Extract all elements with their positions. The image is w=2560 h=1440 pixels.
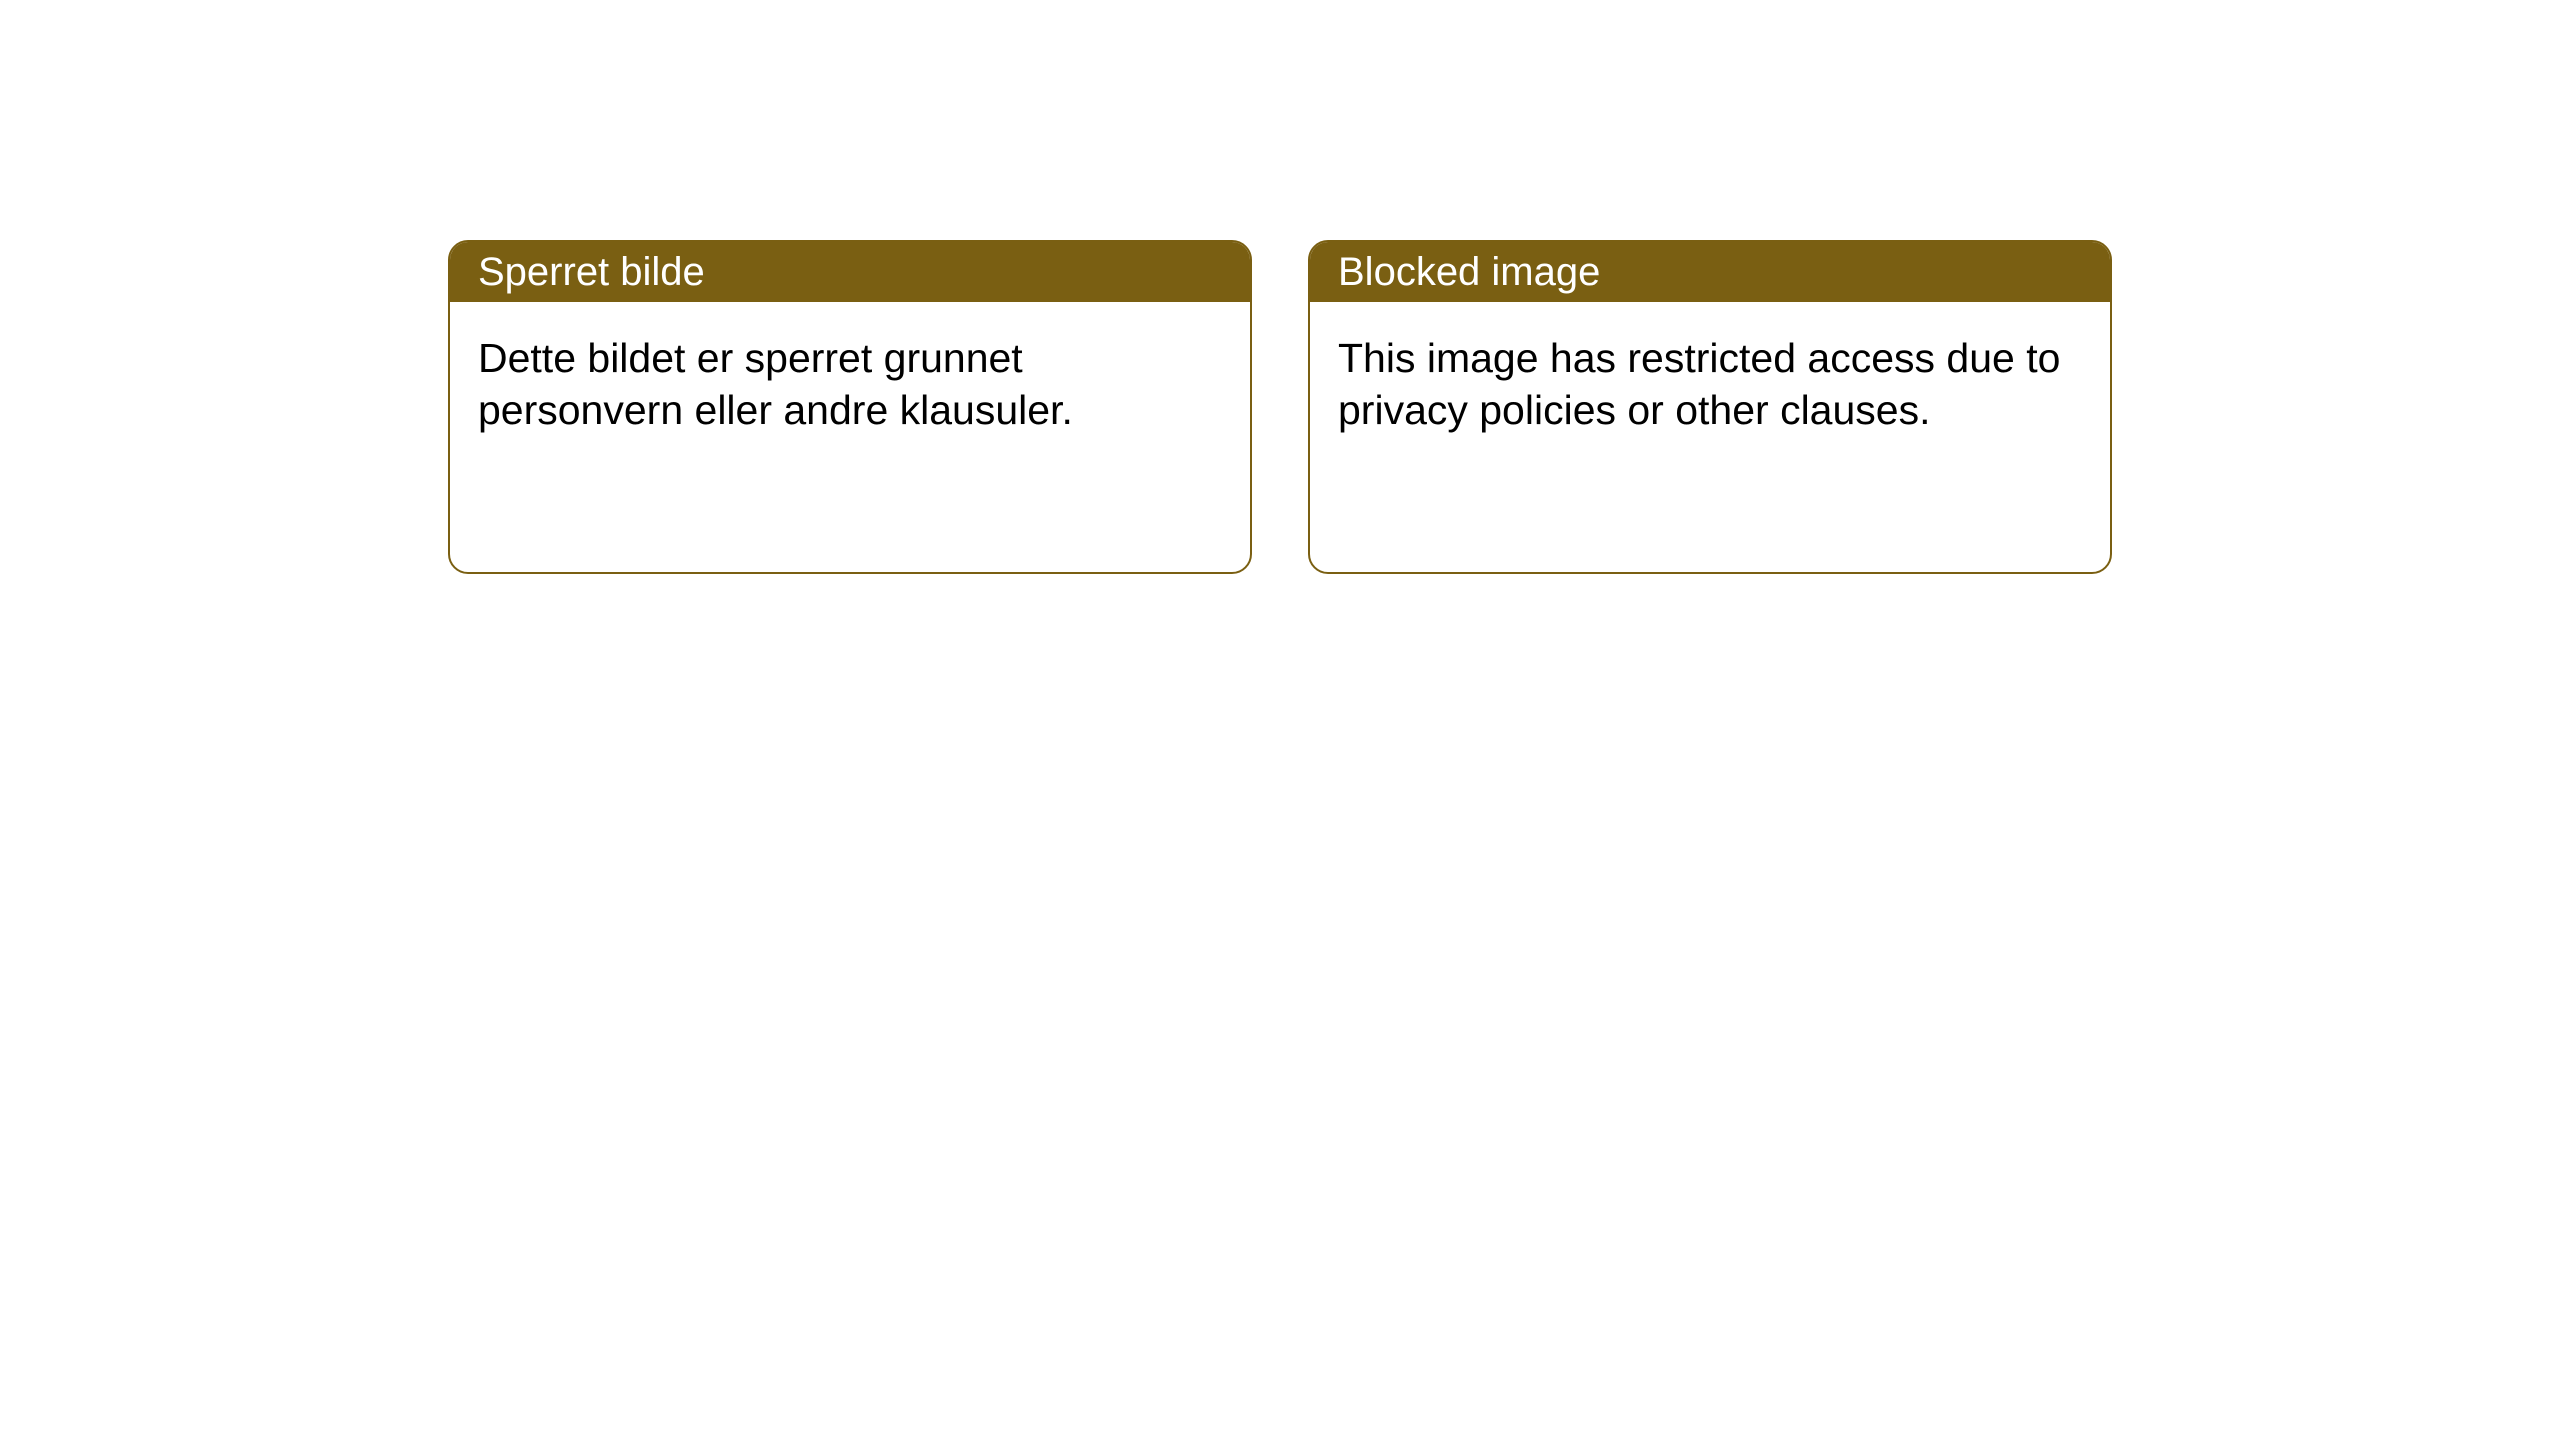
card-body-text: Dette bildet er sperret grunnet personve… (478, 332, 1222, 436)
card-title: Blocked image (1338, 250, 1600, 295)
card-header: Sperret bilde (450, 242, 1250, 302)
card-title: Sperret bilde (478, 250, 705, 295)
notice-cards-container: Sperret bilde Dette bildet er sperret gr… (448, 240, 2112, 574)
notice-card-en: Blocked image This image has restricted … (1308, 240, 2112, 574)
card-body-text: This image has restricted access due to … (1338, 332, 2082, 436)
notice-card-no: Sperret bilde Dette bildet er sperret gr… (448, 240, 1252, 574)
card-body: Dette bildet er sperret grunnet personve… (450, 302, 1250, 466)
card-body: This image has restricted access due to … (1310, 302, 2110, 466)
card-header: Blocked image (1310, 242, 2110, 302)
